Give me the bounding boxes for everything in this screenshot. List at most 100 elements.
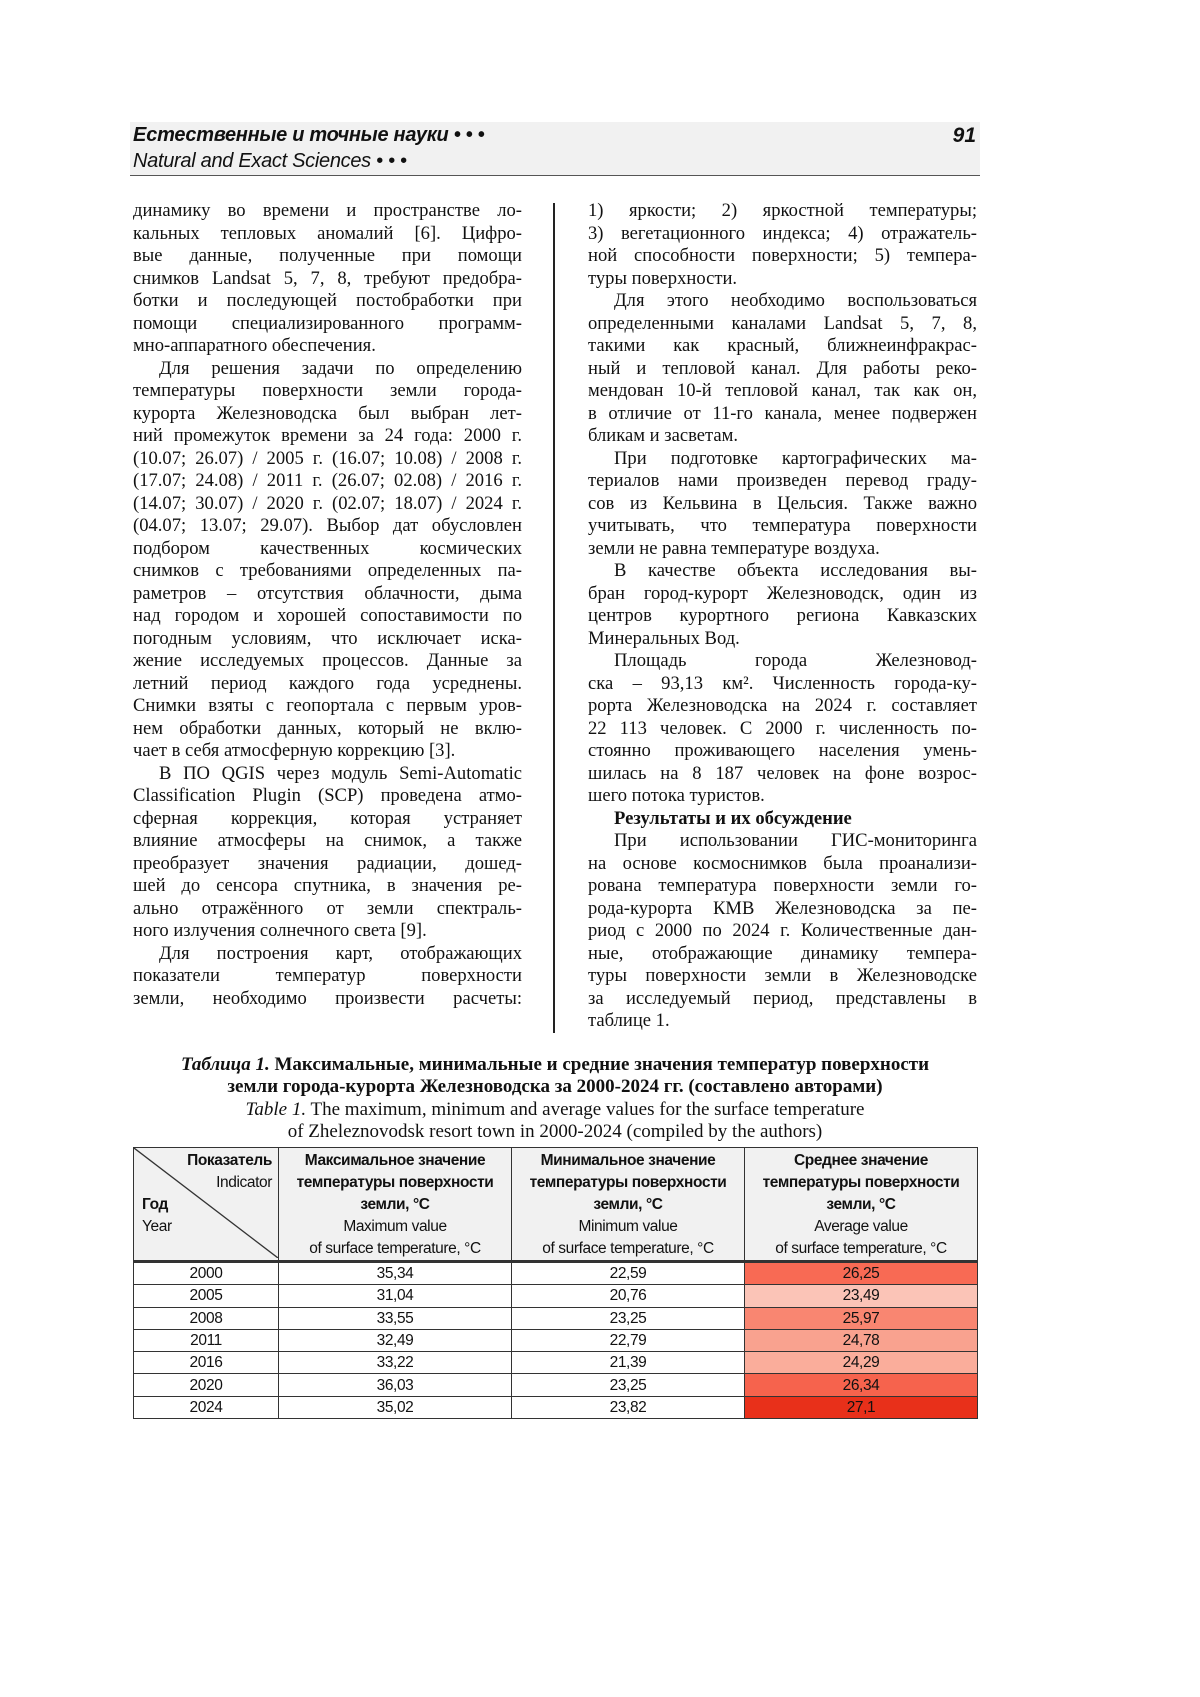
caption-text: Максимальные, минимальные и средние знач… [270,1054,929,1075]
text-line: кальных тепловых аномалий [6]. Цифро- [133,223,522,246]
text-line: В качестве объекта исследования вы- [588,560,977,583]
text-line: вые данные, полученные при помощи [133,245,522,268]
text-line: нем обработки данных, который не вклю- [133,718,522,741]
text-line: рорта Железноводска на 2024 г. составляе… [588,695,977,718]
text-line: жение исследуемых процессов. Данные за [133,650,522,673]
caption-ru-label: Таблица 1. [181,1054,270,1075]
journal-section-ru: Естественные и точные науки • • • [133,124,484,147]
cell-avg: 24,78 [745,1329,978,1351]
indicator-en: Indicator [216,1174,272,1191]
table-row: 201132,4922,7924,78 [134,1329,978,1351]
page-number: 91 [953,124,976,148]
document-page: Естественные и точные науки • • • Natura… [0,0,1200,1697]
table-row: 200833,5523,2525,97 [134,1307,978,1329]
text-line: При использовании ГИС-мониторинга [588,830,977,853]
text-line: ботки и последующей постобработки при [133,290,522,313]
text-line: 22 113 человек. С 2000 г. численность по… [588,718,977,741]
cell-min: 20,76 [512,1285,745,1307]
text-line: Снимки взяты с геопортала с первым уров- [133,695,522,718]
text-line: на основе космоснимков была проанализи- [588,853,977,876]
text-line: Classification Plugin (SCP) проведена ат… [133,785,522,808]
caption-ru-line1: Таблица 1. Максимальные, минимальные и с… [130,1054,980,1076]
text-line: за исследуемый период, представлены в [588,988,977,1011]
text-line: такими как красный, ближнеинфракрас- [588,335,977,358]
column-divider [553,203,555,1033]
text-line: снимков Landsat 5, 7, 8, требуют предобр… [133,268,522,291]
cell-avg: 26,25 [745,1262,978,1285]
text-line: сферная коррекция, которая устраняет [133,808,522,831]
text-line: определенными каналами Landsat 5, 7, 8, [588,313,977,336]
table-row: 200531,0420,7623,49 [134,1285,978,1307]
cell-avg: 26,34 [745,1374,978,1396]
text-line: преобразует значения радиации, дошед- [133,853,522,876]
cell-max: 33,22 [279,1352,512,1374]
text-line: (17.07; 24.08) / 2011 г. (26.07; 02.08) … [133,470,522,493]
cell-min: 23,25 [512,1307,745,1329]
text-line: Площадь города Железновод- [588,650,977,673]
cell-year: 2020 [134,1374,279,1396]
section-heading: Результаты и их обсуждение [588,808,977,831]
text-line: риод с 2000 по 2024 г. Количественные да… [588,920,977,943]
text-line: стоянно проживающего населения умень- [588,740,977,763]
text-line: ной способности поверхности; 5) темпера- [588,245,977,268]
text-line: ного излучения солнечного света [9]. [133,920,522,943]
text-line: летний период каждого года усреднены. [133,673,522,696]
text-line: помощи специализированного программ- [133,313,522,336]
text-line: рована температура поверхности земли го- [588,875,977,898]
cell-avg: 25,97 [745,1307,978,1329]
table-row: 202036,0323,2526,34 [134,1374,978,1396]
text-line: В ПО QGIS через модуль Semi-Automatic [133,763,522,786]
text-line: шего потока туристов. [588,785,977,808]
cell-year: 2000 [134,1262,279,1285]
text-line: курорта Железноводска был выбран лет- [133,403,522,426]
journal-section-en: Natural and Exact Sciences • • • [133,150,407,173]
column-header-avg: Среднее значениетемпературы поверхностиз… [745,1148,978,1262]
text-line: над городом и хорошей сопоставимости по [133,605,522,628]
text-line: (10.07; 26.07) / 2005 г. (16.07; 10.08) … [133,448,522,471]
caption-en-line1: Table 1. The maximum, minimum and averag… [130,1099,980,1121]
text-line: ний промежуток времени за 24 года: 2000 … [133,425,522,448]
cell-year: 2011 [134,1329,279,1351]
column-header-max: Максимальное значениетемпературы поверхн… [279,1148,512,1262]
text-line: При подготовке картографических ма- [588,448,977,471]
text-line: динамику во времени и пространстве ло- [133,200,522,223]
text-line: снимков с требованиями определенных па- [133,560,522,583]
text-line: Для решения задачи по определению [133,358,522,381]
table-row: 202435,0223,8227,1 [134,1396,978,1418]
text-line: влияние атмосферы на снимок, а также [133,830,522,853]
text-line: подбором качественных космических [133,538,522,561]
text-line: (14.07; 30.07) / 2020 г. (02.07; 18.07) … [133,493,522,516]
text-line: туры поверхности. [588,268,977,291]
cell-year: 2016 [134,1352,279,1374]
text-line: центров курортного региона Кавказских [588,605,977,628]
text-line: учитывать, что температура поверхности [588,515,977,538]
cell-max: 35,02 [279,1396,512,1418]
text-line: таблице 1. [588,1010,977,1033]
text-line: Для этого необходимо воспользоваться [588,290,977,313]
text-line: показатели температур поверхности [133,965,522,988]
cell-max: 31,04 [279,1285,512,1307]
text-line: мно-аппаратного обеспечения. [133,335,522,358]
cell-min: 23,25 [512,1374,745,1396]
left-text-column: динамику во времени и пространстве ло-ка… [133,200,522,1010]
indicator-ru: Показатель [187,1152,272,1169]
table-header-row: ПоказательIndicator ГодYear Максимальное… [134,1148,978,1262]
cell-min: 23,82 [512,1396,745,1418]
caption-en-line2: of Zheleznovodsk resort town in 2000-202… [130,1121,980,1143]
text-line: ально отражённого от земли спектраль- [133,898,522,921]
temperature-table: ПоказательIndicator ГодYear Максимальное… [133,1147,978,1419]
text-line: температуры поверхности земли города- [133,380,522,403]
cell-avg: 27,1 [745,1396,978,1418]
cell-avg: 23,49 [745,1285,978,1307]
cell-max: 35,34 [279,1262,512,1285]
text-line: рода-курорта КМВ Железноводска за пе- [588,898,977,921]
cell-max: 32,49 [279,1329,512,1351]
text-line: (04.07; 13.07; 29.07). Выбор дат обуслов… [133,515,522,538]
text-line: Минеральных Вод. [588,628,977,651]
text-line: 3) вегетационного индекса; 4) отражатель… [588,223,977,246]
text-line: ные, отображающие динамику темпера- [588,943,977,966]
text-line: земли не равна температуре воздуха. [588,538,977,561]
cell-min: 22,79 [512,1329,745,1351]
caption-text: The maximum, minimum and average values … [306,1099,864,1120]
text-line: бран город-курорт Железноводск, один из [588,583,977,606]
